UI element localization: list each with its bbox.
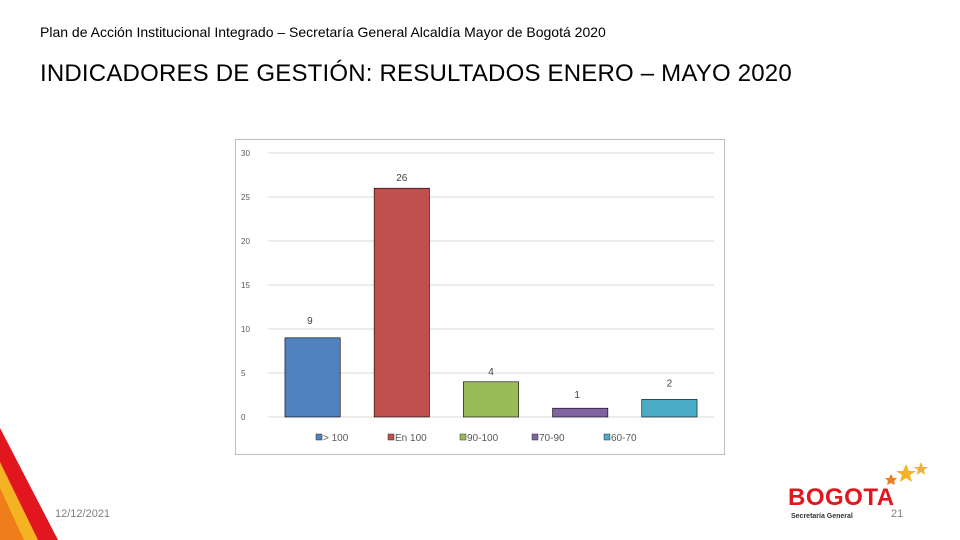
document-subtitle: Plan de Acción Institucional Integrado –… (40, 24, 606, 40)
bar-0 (284, 337, 341, 418)
data-label: 9 (307, 316, 313, 327)
bogota-logo: BOGOTA Secretaría General (788, 462, 938, 524)
legend-swatch (387, 433, 395, 441)
bar-3 (552, 407, 609, 418)
legend-label: > 100 (323, 433, 349, 444)
data-label: 1 (574, 390, 580, 401)
bar-chart: 0 5 10 15 20 25 30 9 26 4 1 2 > 100 En 100 90-100 70-90… (235, 139, 725, 455)
chart-canvas: 0 5 10 15 20 25 30 9 26 4 1 2 > 100 En 100 90-100 70-90… (241, 149, 714, 444)
logo-name: BOGOTA (788, 484, 895, 511)
y-tick-label: 30 (241, 149, 250, 158)
logo-subtitle: Secretaría General (791, 513, 853, 520)
legend-swatch (603, 433, 611, 441)
y-tick-label: 0 (241, 413, 246, 422)
data-label: 2 (667, 378, 673, 389)
legend-label: 90-100 (467, 433, 499, 444)
y-tick-label: 5 (241, 369, 246, 378)
legend-swatch (315, 433, 323, 441)
y-tick-label: 10 (241, 325, 250, 334)
page-title: INDICADORES DE GESTIÓN: RESULTADOS ENERO… (40, 60, 792, 87)
legend-swatch (531, 433, 539, 441)
data-label: 26 (396, 173, 408, 184)
y-tick-label: 20 (241, 237, 250, 246)
page-number: 21 (891, 508, 904, 520)
legend-label: En 100 (395, 433, 427, 444)
data-label: 4 (488, 367, 494, 378)
bar-4 (641, 399, 698, 418)
stars-icon (885, 462, 928, 485)
bar-2 (463, 381, 519, 418)
footer-date: 12/12/2021 (55, 508, 111, 520)
y-tick-label: 25 (241, 193, 250, 202)
legend-label: 60-70 (611, 433, 637, 444)
legend-label: 70-90 (539, 433, 565, 444)
legend-swatch (459, 433, 467, 441)
y-tick-label: 15 (241, 281, 250, 290)
bar-1 (373, 187, 430, 418)
